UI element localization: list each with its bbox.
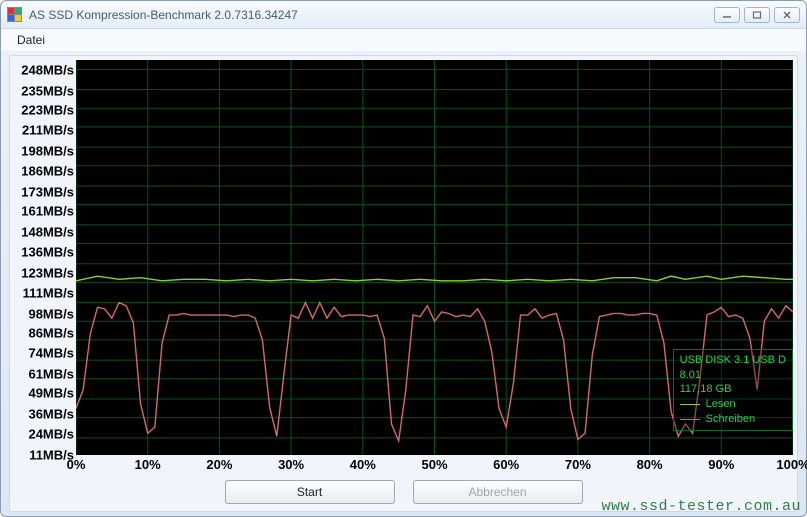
x-tick-label: 70% [565,457,591,472]
x-tick-label: 0% [67,457,86,472]
content-panel: 11MB/s24MB/s36MB/s49MB/s61MB/s74MB/s86MB… [9,55,798,512]
minimize-button[interactable] [714,7,740,23]
menu-datei[interactable]: Datei [9,31,53,49]
app-window: AS SSD Kompression-Benchmark 2.0.7316.34… [0,0,807,517]
y-tick-label: 136MB/s [21,244,74,259]
y-tick-label: 148MB/s [21,225,74,240]
y-tick-label: 111MB/s [23,285,74,300]
y-tick-label: 211MB/s [22,122,74,137]
x-tick-label: 100% [776,457,807,472]
y-tick-label: 24MB/s [28,426,74,441]
y-tick-label: 248MB/s [21,62,74,77]
y-tick-label: 74MB/s [28,345,74,360]
y-tick-label: 186MB/s [21,163,74,178]
y-tick-label: 36MB/s [28,407,74,422]
chart-area: 11MB/s24MB/s36MB/s49MB/s61MB/s74MB/s86MB… [14,60,793,473]
y-tick-label: 173MB/s [21,184,74,199]
y-tick-label: 61MB/s [28,366,74,381]
y-tick-label: 223MB/s [21,103,74,118]
x-tick-label: 30% [278,457,304,472]
y-tick-label: 98MB/s [28,306,74,321]
x-tick-label: 20% [206,457,232,472]
y-tick-label: 235MB/s [21,83,74,98]
x-tick-label: 80% [637,457,663,472]
x-tick-label: 50% [421,457,447,472]
window-title: AS SSD Kompression-Benchmark 2.0.7316.34… [29,8,714,22]
y-tick-label: 49MB/s [28,386,74,401]
chart-plot: USB DISK 3.1 USB D 8.01 117,18 GB Lesen … [76,60,793,455]
x-tick-label: 60% [493,457,519,472]
title-bar: AS SSD Kompression-Benchmark 2.0.7316.34… [1,1,806,29]
x-tick-label: 10% [135,457,161,472]
y-tick-label: 123MB/s [21,266,74,281]
x-tick-label: 90% [708,457,734,472]
x-axis: 0%10%20%30%40%50%60%70%80%90%100% [76,455,793,473]
abort-button[interactable]: Abbrechen [413,480,583,504]
start-button[interactable]: Start [225,480,395,504]
button-bar: Start Abbrechen [10,477,797,511]
menu-bar: Datei [1,29,806,51]
close-button[interactable] [774,7,800,23]
window-controls [714,7,800,23]
y-tick-label: 198MB/s [21,144,74,159]
y-axis: 11MB/s24MB/s36MB/s49MB/s61MB/s74MB/s86MB… [14,60,76,473]
x-tick-label: 40% [350,457,376,472]
maximize-button[interactable] [744,7,770,23]
y-tick-label: 161MB/s [21,204,74,219]
y-tick-label: 86MB/s [28,326,74,341]
app-icon [7,7,23,23]
